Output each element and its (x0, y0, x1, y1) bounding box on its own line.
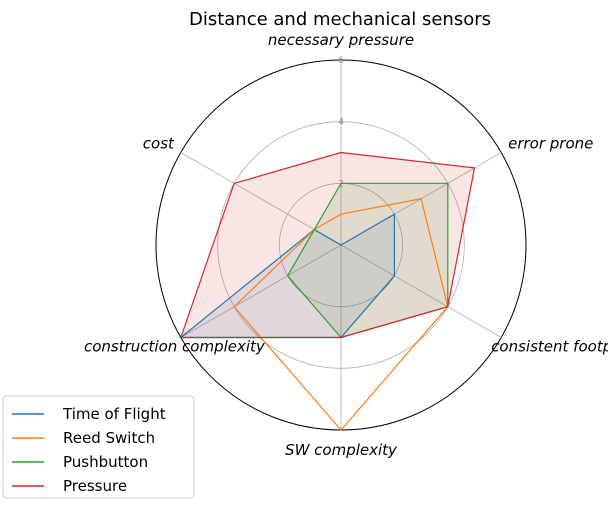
legend-label-reed-switch: Reed Switch (63, 429, 155, 447)
axis-label-consistent-footprint: consistent footprint (491, 338, 608, 356)
legend-label-pushbutton: Pushbutton (63, 453, 148, 471)
axis-label-sw-complexity: SW complexity (285, 441, 398, 459)
axis-label-construction-complexity: construction complexity (84, 338, 266, 356)
axis-label-cost: cost (143, 135, 175, 153)
chart-title: Distance and mechanical sensors (189, 9, 491, 30)
spoke-consistent-footprint (340, 244, 502, 338)
label-layer: necessary pressure error prone consistent … (84, 31, 608, 459)
series-fill-pressure (180, 152, 475, 338)
r-tick-label-6: 6 (338, 56, 344, 66)
legend: Time of Flight Reed Switch Pushbutton Press… (2, 395, 195, 499)
spoke-construction-complexity (180, 244, 342, 338)
grid-ring-4 (217, 121, 465, 369)
r-tick-label-4: 4 (338, 118, 344, 128)
axis-label-error-prone: error prone (508, 135, 593, 153)
legend-label-time-of-flight: Time of Flight (62, 405, 166, 423)
legend-label-pressure: Pressure (63, 477, 127, 495)
legend-frame (2, 395, 195, 499)
series-line-pressure (179, 151, 476, 339)
series-layer (179, 151, 476, 431)
axis-label-necessary-pressure: necessary pressure (268, 31, 414, 49)
